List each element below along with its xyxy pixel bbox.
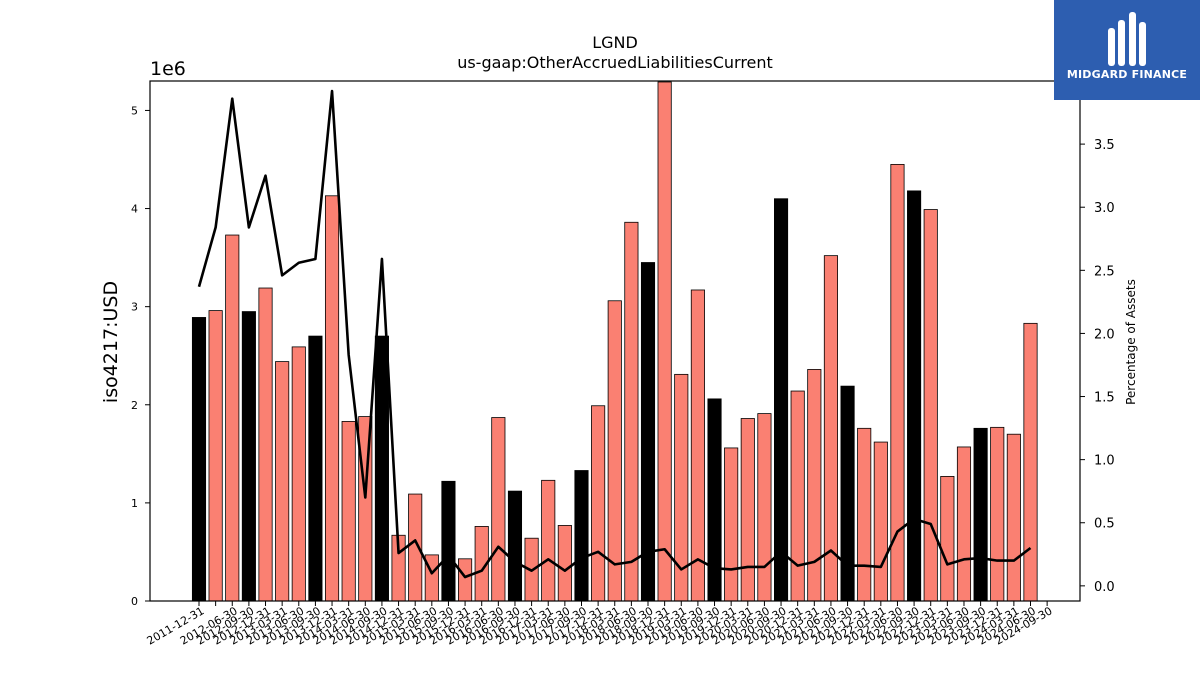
bar-2022-09-30 [907,190,922,602]
bar-2023-12-31 [990,426,1005,602]
bar-2021-06-30 [823,255,838,602]
bar-2013-03-31 [275,361,290,602]
midgard-logo-icon [1108,12,1146,66]
y-tick-label: 2 [131,399,138,412]
y2-tick-label: 2.0 [1094,327,1115,342]
bar-2019-09-30 [707,398,722,602]
bar-2024-03-31 [1006,433,1021,602]
bar-2016-06-30 [491,417,506,602]
bar-2022-06-30 [890,163,905,602]
bar-2023-06-30 [956,446,972,602]
bar-2015-09-30 [441,480,456,602]
bar-2015-12-31 [458,558,473,602]
bar-2022-03-31 [873,441,888,602]
y2-tick-label: 3.5 [1094,138,1115,153]
y-tick-label: 4 [131,203,138,216]
bar-2014-03-31 [341,421,356,602]
bar-2017-12-31 [591,405,606,602]
bar-2020-06-30 [757,413,772,602]
y-tick-label: 0 [131,595,138,608]
bar-2016-09-30 [507,490,523,602]
y-axis-ticks: 0 1 2 3 4 5 [131,104,150,608]
bar-2022-12-31 [923,209,938,602]
y-tick-label: 5 [131,104,138,117]
y2-axis-label: Percentage of Assets [1124,279,1138,405]
bar-2012-03-31 [208,310,223,602]
bar-2023-09-30 [973,427,988,602]
bar-2017-09-30 [574,470,589,602]
bar-2013-12-31 [324,195,340,602]
y-tick-label: 1 [131,497,138,510]
chart-subtitle: us-gaap:OtherAccruedLiabilitiesCurrent [457,53,773,72]
bar-2017-06-30 [557,525,572,602]
bar-2021-09-30 [840,385,855,602]
percentage-line [197,89,1032,579]
bar-2018-12-31 [657,81,672,602]
watermark-logo: MIDGARD FINANCE [1054,0,1200,100]
bar-2023-03-31 [940,475,955,602]
bar-2020-03-31 [740,418,755,602]
bar-2013-06-30 [291,346,306,602]
bar-2020-12-31 [790,390,805,602]
plot-frame [149,80,1081,602]
bar-2018-03-31 [607,300,622,602]
bar-2011-12-31 [191,317,207,602]
bar-2012-09-30 [241,311,256,602]
y2-tick-label: 1.0 [1094,454,1115,469]
bar-2013-09-30 [308,335,323,602]
watermark-brand: MIDGARD FINANCE [1066,68,1188,81]
chart-title: LGND [592,33,638,52]
bar-2021-03-31 [807,369,822,602]
bar-2014-09-30 [374,335,389,602]
bar-2019-06-30 [690,289,705,602]
percentage-line-series [197,89,1032,579]
bar-2021-12-31 [857,427,872,602]
y2-tick-label: 3.0 [1094,201,1115,216]
bar-2020-09-30 [774,198,789,602]
y2-axis-ticks: 0.0 0.5 1.0 1.5 2.0 2.5 3.0 3.5 [1080,138,1115,595]
bar-2019-12-31 [724,447,739,602]
bar-2018-06-30 [624,221,639,602]
y-axis-label: iso4217:USD [100,281,122,403]
bar-2012-12-31 [258,287,273,602]
y2-tick-label: 1.5 [1094,391,1115,406]
y-multiplier: 1e6 [150,58,186,80]
y2-tick-label: 0.0 [1094,580,1115,595]
bar-2024-06-30 [1023,322,1038,602]
y2-tick-label: 2.5 [1094,264,1115,279]
y2-tick-label: 0.5 [1094,517,1115,532]
bar-2012-06-30 [225,234,240,602]
y-tick-label: 3 [131,301,138,314]
x-axis-ticks: 2011-12-312012-06-302012-09-302012-12-31… [145,601,1055,648]
bar-2017-03-31 [541,479,556,602]
